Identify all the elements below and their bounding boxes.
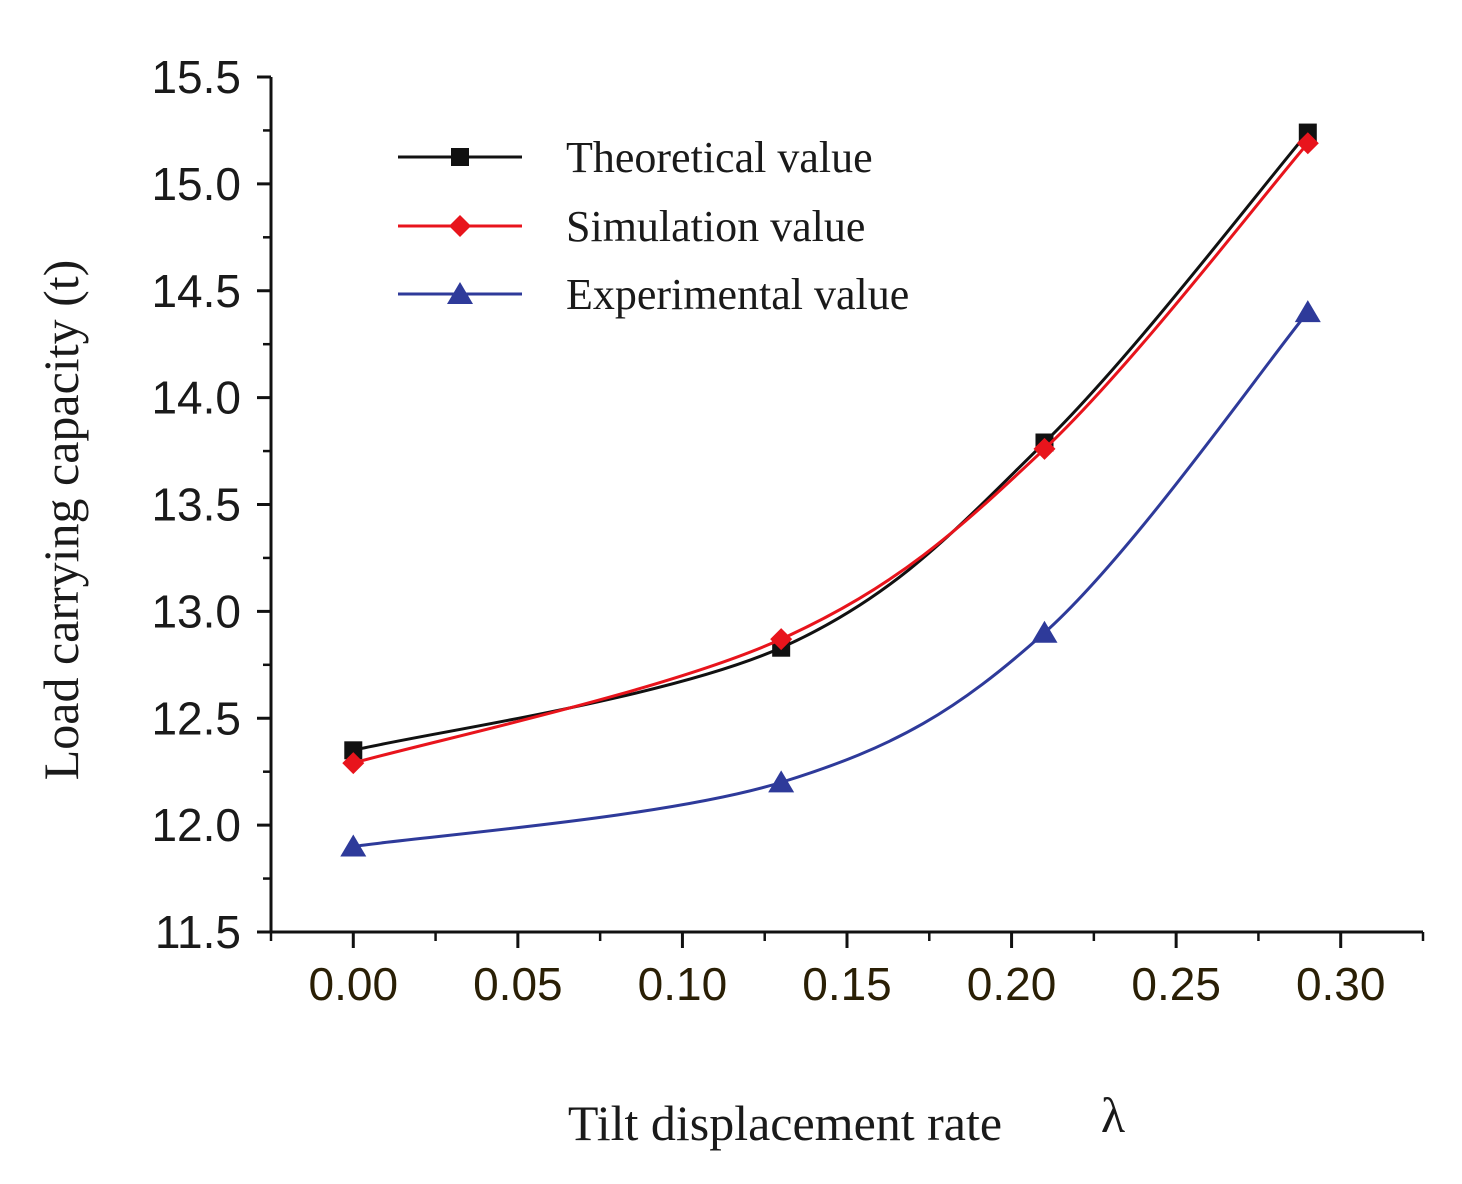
y-tick-label: 14.0 xyxy=(151,372,241,424)
legend-item-simulation: Simulation value xyxy=(398,202,865,251)
x-tick-label: 0.30 xyxy=(1296,958,1386,1010)
series-line-theoretical xyxy=(352,131,1309,752)
x-axis-label: Tilt displacement rate xyxy=(568,1095,1002,1151)
x-tick-label: 0.15 xyxy=(802,958,892,1010)
legend-label-experimental: Experimental value xyxy=(566,270,909,319)
y-tick-label: 12.5 xyxy=(151,692,241,744)
data-point-simulation xyxy=(770,628,793,651)
series-line-experimental xyxy=(353,311,1309,848)
series-experimental xyxy=(340,300,1321,857)
series-layer xyxy=(340,123,1321,857)
data-point-theoretical xyxy=(344,741,363,760)
x-tick-label: 0.25 xyxy=(1131,958,1221,1010)
x-tick-label: 0.10 xyxy=(638,958,728,1010)
series-simulation xyxy=(342,132,1319,775)
y-axis-label: Load carrying capacity (t) xyxy=(33,260,89,781)
y-tick-label: 11.5 xyxy=(155,906,241,958)
legend: Theoretical value Simulation value Experim… xyxy=(398,133,909,319)
y-axis-ticks: 11.5 12.0 12.5 13.0 13.5 14.0 14.5 15.0 15.5 xyxy=(151,51,271,958)
data-point-experimental xyxy=(768,770,795,793)
y-tick-label: 15.0 xyxy=(151,158,241,210)
data-point-experimental xyxy=(340,834,367,857)
y-tick-label: 12.0 xyxy=(151,799,241,851)
data-point-simulation xyxy=(1033,437,1056,460)
x-tick-label: 0.05 xyxy=(473,958,563,1010)
x-tick-label: 0.20 xyxy=(967,958,1057,1010)
y-tick-label: 14.5 xyxy=(151,265,241,317)
legend-marker-theoretical xyxy=(451,148,469,166)
data-point-experimental xyxy=(1294,300,1321,323)
legend-marker-experimental xyxy=(447,282,473,304)
legend-label-simulation: Simulation value xyxy=(566,202,865,251)
legend-label-theoretical: Theoretical value xyxy=(566,133,873,182)
y-tick-label: 13.5 xyxy=(151,479,241,531)
x-axis-symbol: λ xyxy=(1101,1087,1125,1143)
data-point-simulation xyxy=(1296,132,1319,155)
legend-marker-simulation xyxy=(449,215,471,237)
x-tick-label: 0.00 xyxy=(309,958,399,1010)
data-point-simulation xyxy=(342,752,365,775)
y-tick-label: 13.0 xyxy=(151,585,241,637)
series-line-simulation xyxy=(352,142,1309,765)
data-point-experimental xyxy=(1031,620,1058,643)
legend-item-theoretical: Theoretical value xyxy=(398,133,873,182)
x-axis-ticks: 0.00 0.05 0.10 0.15 0.20 0.25 0.30 xyxy=(269,932,1425,1010)
legend-item-experimental: Experimental value xyxy=(398,270,909,319)
y-tick-label: 15.5 xyxy=(151,51,241,103)
